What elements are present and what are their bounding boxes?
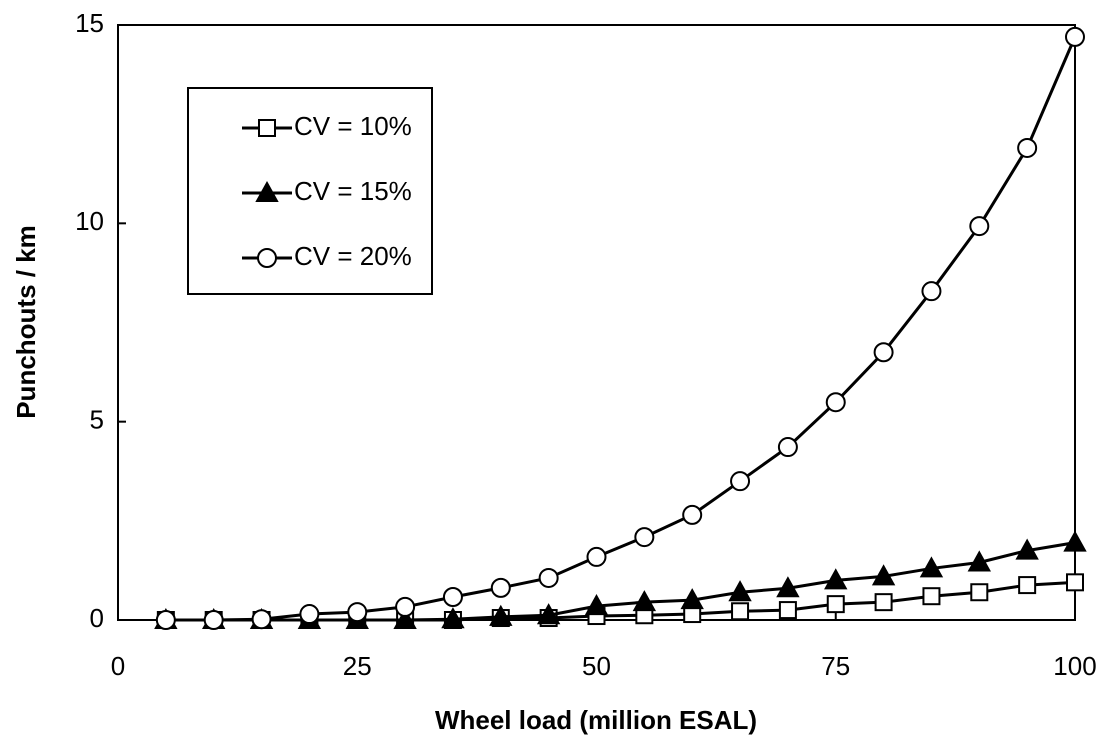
marker [347,602,368,623]
marker [155,610,176,630]
x-tick-label: 50 [582,651,611,681]
y-tick-label: 15 [75,8,104,38]
x-axis-title: Wheel load (million ESAL) [435,705,757,735]
marker [1018,576,1037,595]
marker [490,577,511,598]
marker [731,602,750,621]
marker [1017,137,1038,158]
marker [441,607,465,629]
legend-label: CV = 15% [294,176,412,206]
marker [873,342,894,363]
marker [730,471,751,492]
marker [257,248,277,268]
marker [489,604,513,626]
marker [1015,538,1039,560]
x-tick-label: 25 [343,651,372,681]
marker [919,556,944,578]
marker [922,587,941,606]
legend-label: CV = 10% [294,111,412,141]
marker [970,583,989,602]
marker [874,593,893,612]
marker [299,604,320,625]
x-tick-label: 0 [111,651,125,681]
marker [680,588,704,610]
marker [824,568,848,590]
marker [826,595,845,614]
marker [776,576,800,598]
marker [255,180,279,202]
marker [538,567,559,588]
marker [1063,530,1087,552]
marker [777,437,798,458]
legend-box [187,87,433,295]
y-tick-label: 5 [90,405,104,435]
marker [1066,573,1084,592]
marker [1065,26,1085,47]
marker [393,607,417,629]
marker [258,119,276,137]
marker [871,564,896,586]
marker [682,504,703,525]
marker [632,590,657,612]
marker [825,392,846,413]
marker [536,603,561,625]
marker [395,596,416,617]
marker [967,550,991,572]
y-axis-title: Punchouts / km [11,225,41,419]
marker [969,216,990,237]
marker [778,601,797,620]
marker [584,594,609,616]
marker [251,609,272,630]
x-tick-label: 75 [821,651,850,681]
marker [634,527,655,548]
x-tick-label: 100 [1053,651,1096,681]
y-tick-label: 10 [75,206,104,236]
marker [586,546,607,567]
legend-label: CV = 20% [294,241,412,271]
marker [728,580,752,602]
marker [442,586,463,607]
marker [203,610,224,630]
y-tick-label: 0 [90,603,104,633]
marker [921,281,942,302]
